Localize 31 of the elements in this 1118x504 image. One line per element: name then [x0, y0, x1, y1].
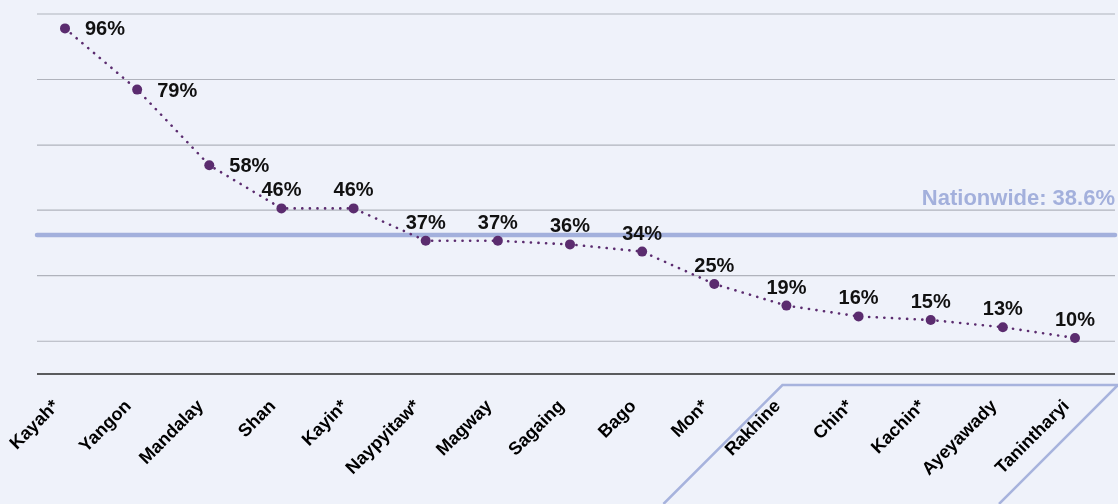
point	[781, 300, 792, 311]
data-label: 15%	[910, 290, 951, 312]
point	[60, 23, 70, 34]
data-label: 13%	[982, 297, 1024, 320]
data-label: 10%	[1054, 308, 1096, 330]
point	[204, 160, 215, 171]
point	[709, 279, 720, 289]
data-label: 16%	[838, 286, 879, 309]
data-label: 36%	[549, 214, 591, 237]
data-label: 46%	[261, 178, 302, 201]
point	[997, 322, 1008, 333]
point	[420, 235, 431, 246]
data-label: 37%	[477, 210, 519, 233]
point	[853, 311, 864, 322]
point	[637, 246, 648, 257]
point	[565, 239, 575, 250]
ref-line-label: Nationwide: 38.6%	[921, 185, 1115, 211]
point	[492, 235, 503, 246]
data-label: 79%	[157, 78, 198, 101]
point	[132, 84, 143, 95]
data-label: 37%	[405, 210, 446, 233]
data-label: 19%	[766, 275, 807, 298]
point	[276, 203, 287, 214]
point	[348, 203, 359, 214]
data-label: 96%	[85, 17, 126, 40]
data-label: 34%	[622, 221, 663, 244]
data-label: 58%	[229, 154, 270, 177]
point	[925, 315, 936, 325]
data-label: 46%	[333, 178, 374, 201]
point	[1070, 333, 1080, 343]
data-label: 25%	[694, 254, 735, 276]
